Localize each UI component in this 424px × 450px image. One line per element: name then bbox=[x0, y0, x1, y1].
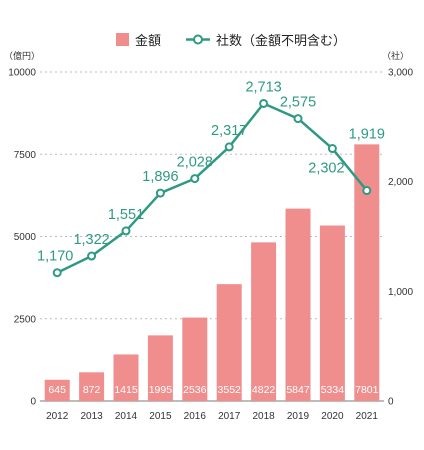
x-tick-label: 2019 bbox=[287, 411, 310, 422]
line-value-label: 2,028 bbox=[177, 155, 213, 171]
line-point bbox=[327, 144, 337, 154]
line-path bbox=[56, 102, 368, 274]
line-point bbox=[259, 98, 269, 108]
line-value-label: 2,713 bbox=[245, 79, 281, 95]
bar-value-label: 3552 bbox=[218, 384, 242, 396]
line-value-label: 1,170 bbox=[37, 249, 73, 265]
left-tick-label: 2500 bbox=[14, 314, 37, 325]
bar-value-label: 5847 bbox=[286, 384, 310, 396]
bar-value-label: 5334 bbox=[321, 384, 345, 396]
x-tick-label: 2017 bbox=[218, 411, 241, 422]
bar bbox=[319, 225, 345, 401]
right-tick-label: 0 bbox=[388, 397, 394, 408]
legend: 金額 社数（金額不明含む） bbox=[116, 33, 346, 48]
left-tick-label: 5000 bbox=[14, 232, 37, 243]
x-tick-label: 2014 bbox=[115, 411, 138, 422]
left-axis-unit: （億円） bbox=[4, 50, 40, 61]
right-axis-unit: （社） bbox=[382, 50, 409, 61]
line-point bbox=[362, 186, 372, 196]
x-tick-label: 2021 bbox=[356, 411, 379, 422]
bar-value-label: 4822 bbox=[252, 384, 276, 396]
left-tick-label: 10000 bbox=[8, 68, 36, 79]
line-series bbox=[52, 98, 372, 278]
line-point bbox=[190, 174, 200, 184]
line-point bbox=[121, 226, 131, 236]
bar bbox=[216, 284, 242, 401]
x-tick-label: 2013 bbox=[80, 411, 103, 422]
line-point bbox=[224, 142, 234, 152]
line-value-label: 1,896 bbox=[142, 169, 178, 185]
bar-value-label: 2536 bbox=[183, 384, 207, 396]
right-tick-label: 3,000 bbox=[388, 68, 413, 79]
left-axis: 0 2500 5000 7500 10000 bbox=[8, 68, 36, 408]
bar-labels: 645 872 1415 1995 2536 3552 4822 5847 5334 7801 bbox=[48, 384, 378, 396]
x-tick-label: 2012 bbox=[46, 411, 69, 422]
line-value-label: 1,551 bbox=[108, 207, 144, 223]
line-value-label: 1,919 bbox=[349, 127, 385, 143]
line-point bbox=[293, 114, 303, 124]
x-tick-label: 2020 bbox=[321, 411, 344, 422]
legend-bar-swatch bbox=[116, 33, 129, 46]
bar-value-label: 872 bbox=[83, 384, 101, 396]
bar-value-label: 7801 bbox=[355, 384, 379, 396]
bar bbox=[251, 242, 277, 401]
left-tick-label: 0 bbox=[30, 397, 36, 408]
bar bbox=[79, 372, 105, 401]
bar-series bbox=[44, 144, 380, 401]
line-point bbox=[155, 188, 165, 198]
x-tick-label: 2016 bbox=[184, 411, 207, 422]
bar-value-label: 1995 bbox=[149, 384, 173, 396]
legend-line-marker bbox=[193, 34, 203, 45]
bar bbox=[147, 335, 173, 401]
bar-value-label: 1415 bbox=[114, 384, 138, 396]
bar bbox=[285, 208, 311, 401]
legend-line-label: 社数（金額不明含む） bbox=[216, 33, 346, 48]
bar-value-label: 645 bbox=[48, 384, 66, 396]
line-point bbox=[52, 268, 62, 278]
x-tick-label: 2018 bbox=[252, 411, 275, 422]
line-value-label: 1,322 bbox=[73, 232, 109, 248]
legend-bar-label: 金額 bbox=[135, 33, 161, 48]
line-value-label: 2,302 bbox=[308, 161, 344, 177]
line-value-label: 2,575 bbox=[280, 95, 316, 111]
bar bbox=[182, 317, 208, 401]
right-axis: 0 1,000 2,000 3,000 bbox=[388, 68, 413, 408]
bar bbox=[44, 379, 70, 401]
x-tick-label: 2015 bbox=[149, 411, 172, 422]
bar bbox=[354, 144, 380, 401]
left-tick-label: 7500 bbox=[14, 150, 37, 161]
x-axis: 2012 2013 2014 2015 2016 2017 2018 2019 2020 2021 bbox=[46, 411, 378, 422]
line-value-label: 2,317 bbox=[211, 123, 247, 139]
right-tick-label: 1,000 bbox=[388, 287, 413, 298]
right-tick-label: 2,000 bbox=[388, 177, 413, 188]
line-point bbox=[87, 251, 97, 261]
bar bbox=[113, 354, 139, 401]
